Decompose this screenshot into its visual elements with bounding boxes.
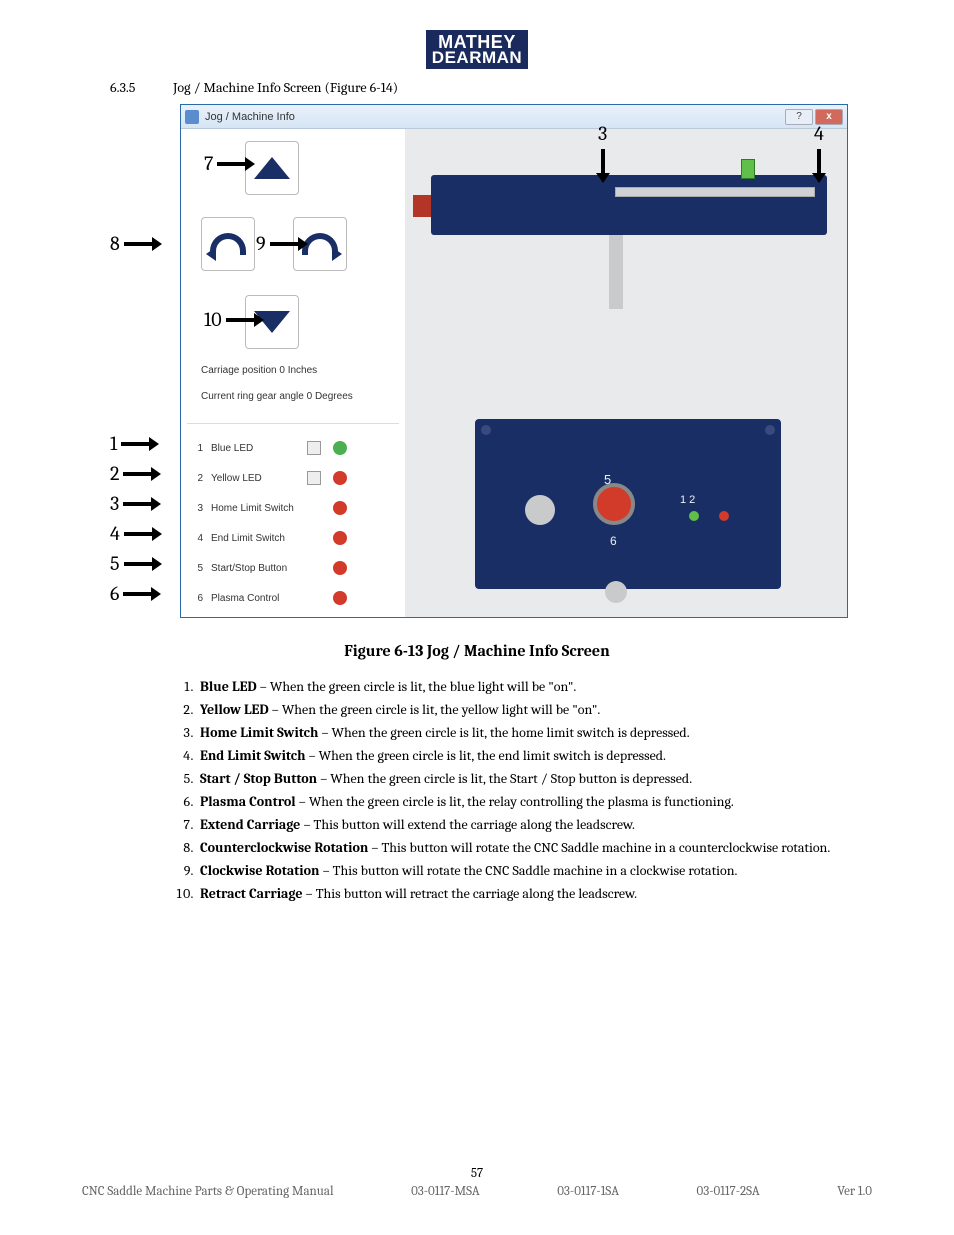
- knob-icon: [525, 495, 555, 525]
- status-row: 1 Blue LED: [189, 437, 397, 459]
- arrow-down-icon: [817, 149, 821, 175]
- arrow-right-icon: [270, 242, 300, 246]
- footer-mid2: 03-0117-1SA: [557, 1184, 619, 1199]
- arrow-down-icon: [601, 149, 605, 175]
- titlebar: Jog / Machine Info ? x: [181, 105, 847, 129]
- callout-9: 9: [256, 232, 300, 255]
- arrow-right-icon: [124, 242, 154, 246]
- footer-right: Ver 1.0: [837, 1184, 872, 1199]
- limit-marker: [741, 159, 755, 179]
- arrow-right-icon: [124, 562, 154, 566]
- page-number: 57: [82, 1166, 872, 1181]
- section-title: Jog / Machine Info Screen (Figure 6-14): [173, 79, 398, 96]
- callout-7: 7: [204, 152, 247, 175]
- figure: Jog / Machine Info ? x Carriage position…: [110, 104, 850, 624]
- status-row: 3 Home Limit Switch: [189, 497, 397, 519]
- callout-10: 10: [204, 308, 256, 331]
- led-green-icon: [689, 511, 699, 521]
- logo-box: MATHEY DEARMAN: [426, 30, 528, 69]
- led-red-icon: [719, 511, 729, 521]
- list-item: Home Limit Switch – When the green circl…: [196, 722, 844, 743]
- status-row: 2 Yellow LED: [189, 467, 397, 489]
- callout-box-12: 1 2: [680, 494, 695, 506]
- description-list: Blue LED – When the green circle is lit,…: [196, 676, 844, 904]
- status-dot-red: [333, 561, 347, 575]
- callout-4: 4: [110, 522, 154, 545]
- callout-3: 3: [110, 492, 153, 515]
- status-row: 4 End Limit Switch: [189, 527, 397, 549]
- arrow-right-icon: [123, 502, 153, 506]
- callout-1: 1: [110, 432, 151, 455]
- list-item: Clockwise Rotation – This button will ro…: [196, 860, 844, 881]
- controlbox-3d: [475, 419, 781, 589]
- divider: [187, 423, 399, 424]
- footer-mid1: 03-0117-MSA: [411, 1184, 480, 1199]
- right-panel: [405, 129, 847, 617]
- list-item: Retract Carriage – This button will retr…: [196, 883, 844, 904]
- logo: MATHEY DEARMAN: [110, 30, 844, 69]
- checkbox-icon[interactable]: [307, 471, 321, 485]
- list-item: End Limit Switch – When the green circle…: [196, 745, 844, 766]
- window-body: Carriage position 0 Inches Current ring …: [181, 129, 847, 617]
- callout-top-3: 3: [598, 122, 607, 175]
- list-item: Extend Carriage – This button will exten…: [196, 814, 844, 835]
- arrow-right-icon: [121, 442, 151, 446]
- page: MATHEY DEARMAN 6.3.5 Jog / Machine Info …: [0, 0, 954, 1235]
- callout-2: 2: [110, 462, 153, 485]
- arrow-right-icon: [226, 318, 256, 322]
- section-heading: 6.3.5 Jog / Machine Info Screen (Figure …: [110, 79, 844, 96]
- arrow-right-icon: [124, 532, 154, 536]
- list-item: Plasma Control – When the green circle i…: [196, 791, 844, 812]
- rail-3d: [615, 187, 815, 197]
- arc-ccw-icon: [210, 233, 246, 255]
- footer: 57 CNC Saddle Machine Parts & Operating …: [82, 1184, 872, 1199]
- status-dot-red: [333, 591, 347, 605]
- callout-box-6: 6: [610, 534, 617, 548]
- carriage-3d: [431, 175, 827, 235]
- left-panel: Carriage position 0 Inches Current ring …: [181, 129, 405, 617]
- status-dot-red: [333, 471, 347, 485]
- callout-8: 8: [110, 232, 154, 255]
- torch-3d: [609, 235, 623, 309]
- status-dot-green: [333, 441, 347, 455]
- chevron-up-icon: [254, 157, 290, 179]
- checkbox-icon[interactable]: [307, 441, 321, 455]
- status-row: 5 Start/Stop Button: [189, 557, 397, 579]
- window-title: Jog / Machine Info: [205, 111, 295, 123]
- logo-line2: DEARMAN: [432, 50, 522, 65]
- section-number: 6.3.5: [110, 79, 170, 96]
- window-icon: [185, 110, 199, 124]
- status-row: 6 Plasma Control: [189, 587, 397, 609]
- callout-top-4: 4: [814, 122, 824, 175]
- estop-icon: [593, 483, 635, 525]
- connector-icon: [605, 581, 627, 603]
- help-button[interactable]: ?: [785, 109, 813, 125]
- footer-row: CNC Saddle Machine Parts & Operating Man…: [82, 1184, 872, 1199]
- status-dot-red: [333, 501, 347, 515]
- callout-box-5: 5: [604, 472, 611, 487]
- jog-window: Jog / Machine Info ? x Carriage position…: [180, 104, 848, 618]
- arrow-right-icon: [217, 162, 247, 166]
- list-item: Blue LED – When the green circle is lit,…: [196, 676, 844, 697]
- list-item: Counterclockwise Rotation – This button …: [196, 837, 844, 858]
- footer-left: CNC Saddle Machine Parts & Operating Man…: [82, 1184, 334, 1199]
- arrow-right-icon: [123, 592, 153, 596]
- ring-angle-label: Current ring gear angle 0 Degrees: [201, 391, 353, 402]
- carriage-position-label: Carriage position 0 Inches: [201, 365, 317, 376]
- footer-mid3: 03-0117-2SA: [697, 1184, 760, 1199]
- arrow-right-icon: [123, 472, 153, 476]
- figure-caption: Figure 6-13 Jog / Machine Info Screen: [110, 642, 844, 660]
- status-dot-red: [333, 531, 347, 545]
- list-item: Yellow LED – When the green circle is li…: [196, 699, 844, 720]
- rotate-ccw-button[interactable]: [201, 217, 255, 271]
- list-item: Start / Stop Button – When the green cir…: [196, 768, 844, 789]
- callout-6: 6: [110, 582, 153, 605]
- callout-5: 5: [110, 552, 154, 575]
